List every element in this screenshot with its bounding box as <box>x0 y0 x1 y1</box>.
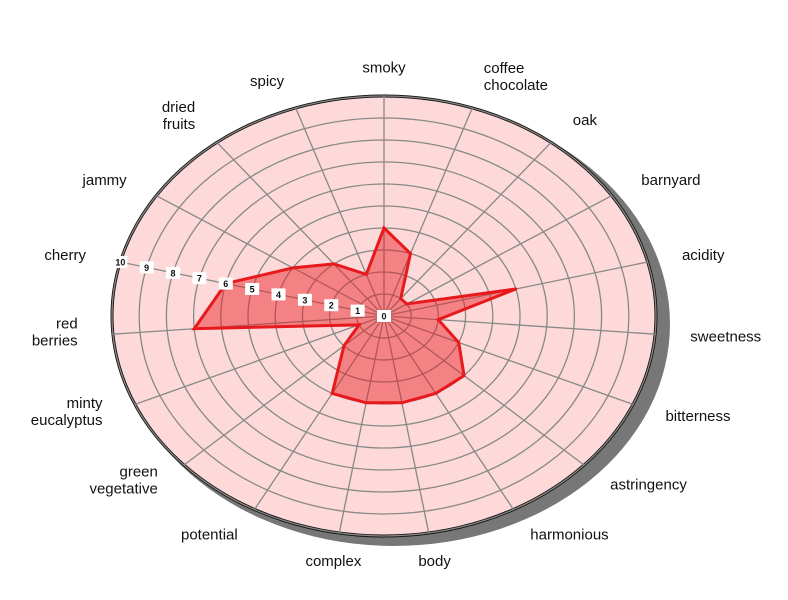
spoke <box>383 315 585 466</box>
data-point <box>436 318 440 322</box>
r-tick-label: 10 <box>115 257 125 267</box>
spoke <box>338 315 385 534</box>
data-point <box>342 344 346 348</box>
data-point <box>357 323 361 327</box>
data-point <box>400 401 404 405</box>
data-point <box>382 226 386 230</box>
category-label: potential <box>181 527 238 544</box>
tick-box <box>192 272 207 285</box>
category-label: cherry <box>44 247 86 264</box>
r-tick-label: 6 <box>223 279 228 289</box>
spoke <box>383 141 552 317</box>
data-point <box>434 391 438 395</box>
r-tick-label: 4 <box>276 290 281 300</box>
category-label: coffee chocolate <box>484 60 548 94</box>
r-tick-label: 8 <box>171 268 176 278</box>
data-point <box>330 391 334 395</box>
tick-box <box>245 282 260 295</box>
data-point <box>364 272 368 276</box>
category-label: green vegetative <box>89 463 157 497</box>
category-label: bitterness <box>665 408 730 425</box>
category-label: minty eucalyptus <box>31 395 103 429</box>
data-point <box>457 341 461 345</box>
category-label: red berries <box>32 316 78 350</box>
data-point <box>291 266 295 270</box>
data-point <box>514 287 518 291</box>
spoke <box>112 315 385 335</box>
category-label: barnyard <box>641 172 700 189</box>
r-tick-label: 5 <box>250 284 255 294</box>
data-point <box>408 252 412 256</box>
spoke <box>155 195 385 317</box>
category-label: acidity <box>682 247 725 264</box>
tick-box <box>218 277 233 290</box>
r-tick-label: 1 <box>355 306 360 316</box>
tick-box <box>297 293 312 306</box>
spoke <box>295 107 385 317</box>
spoke <box>134 315 385 405</box>
r-tick-label: 0 <box>381 312 386 322</box>
category-label: complex <box>305 553 361 570</box>
tick-box <box>324 299 339 312</box>
category-label: sweetness <box>690 329 761 346</box>
spoke <box>383 195 613 317</box>
tick-box <box>139 261 154 274</box>
r-tick-label: 9 <box>144 263 149 273</box>
tick-box <box>377 310 391 322</box>
category-label: jammy <box>82 172 128 189</box>
spoke <box>383 315 514 510</box>
r-tick-label: 2 <box>329 301 334 311</box>
r-tick-label: 3 <box>302 295 307 305</box>
data-point <box>332 262 336 266</box>
data-point <box>462 374 466 378</box>
category-label: oak <box>573 112 598 129</box>
category-label: spicy <box>250 73 285 90</box>
spoke <box>383 107 473 317</box>
spoke <box>183 315 385 466</box>
data-point <box>405 302 409 306</box>
data-point <box>192 327 196 331</box>
category-label: harmonious <box>530 527 608 544</box>
spoke <box>383 315 430 534</box>
spoke <box>383 315 634 405</box>
category-label: dried fruits <box>162 99 195 133</box>
category-label: smoky <box>362 59 406 76</box>
tick-box <box>113 255 128 268</box>
data-point <box>364 401 368 405</box>
spoke <box>216 141 385 317</box>
tick-box <box>271 288 286 301</box>
spoke <box>254 315 385 510</box>
spoke <box>383 315 656 335</box>
data-point <box>399 297 403 301</box>
r-tick-label: 7 <box>197 274 202 284</box>
tick-box <box>350 304 365 317</box>
category-label: body <box>418 553 451 570</box>
tick-box <box>166 266 181 279</box>
category-label: astringency <box>610 476 687 493</box>
